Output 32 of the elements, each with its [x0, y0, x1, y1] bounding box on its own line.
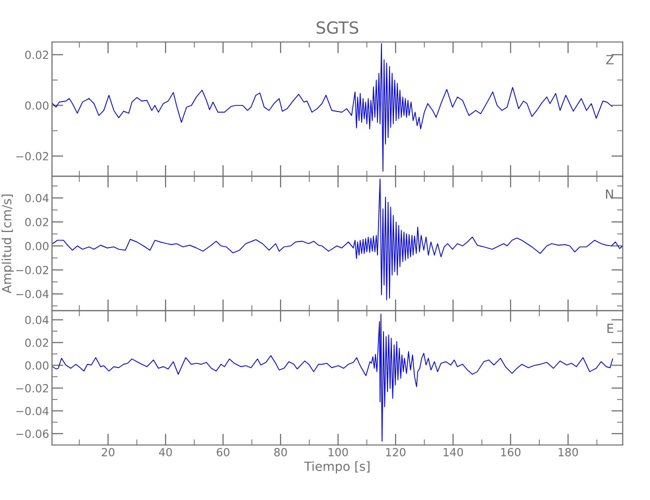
line-series — [52, 43, 612, 172]
x-tick-label: 80 — [274, 448, 287, 456]
y-tick-label: −0.02 — [16, 266, 48, 274]
line-series — [52, 314, 614, 442]
y-tick-label: 0.00 — [25, 242, 48, 250]
y-tick-label: 0.04 — [25, 316, 49, 324]
y-tick-label: 0.02 — [25, 50, 48, 60]
y-tick-label: −0.04 — [16, 290, 49, 298]
y-tick-label: 0.02 — [25, 218, 48, 226]
x-tick-label: 140 — [444, 448, 463, 456]
y-axis-title: Amplitud [cm/s] — [2, 194, 14, 294]
x-tick-label: 60 — [216, 448, 230, 456]
y-tick-label: −0.04 — [16, 406, 49, 416]
y-tick-label: 0.00 — [25, 101, 48, 110]
x-tick-label: 100 — [328, 448, 348, 456]
x-tick-label: 120 — [386, 448, 406, 456]
x-axis-title: Tiempo [s] — [304, 461, 370, 474]
x-tick-label: 20 — [102, 448, 114, 456]
x-tick-label: 160 — [501, 448, 520, 456]
annotation: N — [606, 189, 613, 199]
y-tick-label: −0.06 — [16, 430, 49, 438]
y-tick-label: 0.04 — [25, 194, 49, 202]
y-tick-label: 0.00 — [25, 361, 48, 370]
line-series — [52, 178, 623, 300]
x-tick-label: 180 — [558, 448, 578, 456]
y-tick-label: −0.02 — [16, 384, 48, 392]
annotation: Z — [606, 55, 614, 64]
chart-title: SGTS — [316, 21, 358, 34]
y-tick-label: 0.02 — [25, 338, 48, 347]
annotation: E — [607, 324, 614, 333]
y-tick-label: −0.02 — [16, 152, 48, 160]
x-tick-label: 40 — [159, 448, 172, 456]
